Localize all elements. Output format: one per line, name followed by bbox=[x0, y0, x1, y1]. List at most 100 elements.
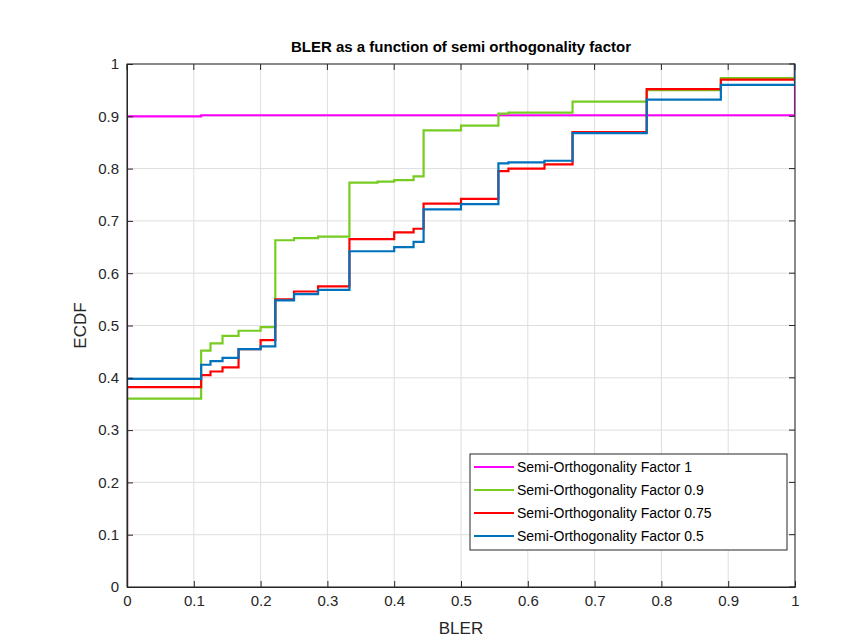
tick-mark bbox=[394, 581, 395, 587]
tick-mark bbox=[127, 482, 133, 483]
tick-label: 0.5 bbox=[451, 592, 472, 609]
tick-mark bbox=[261, 581, 262, 587]
x-axis-title: BLER bbox=[439, 619, 483, 638]
tick-mark-right bbox=[789, 482, 795, 483]
tick: 0.1 bbox=[98, 526, 133, 543]
tick: 0.5 bbox=[451, 581, 472, 609]
tick-mark-right bbox=[789, 64, 795, 65]
tick-label: 0.3 bbox=[98, 421, 119, 438]
tick-label: 1 bbox=[791, 592, 799, 609]
legend-label: Semi-Orthogonality Factor 0.75 bbox=[517, 505, 712, 521]
tick-mark bbox=[528, 581, 529, 587]
tick: 0.9 bbox=[718, 581, 739, 609]
tick-label: 0.6 bbox=[98, 265, 119, 282]
tick-label: 0.7 bbox=[585, 592, 606, 609]
tick-mark bbox=[127, 221, 133, 222]
tick: 0.3 bbox=[98, 421, 133, 438]
legend-label: Semi-Orthogonality Factor 0.5 bbox=[517, 528, 704, 544]
tick: 1 bbox=[111, 55, 133, 72]
tick-label: 0.3 bbox=[317, 592, 338, 609]
tick-mark bbox=[127, 326, 133, 327]
tick-mark-top bbox=[327, 64, 328, 70]
tick-mark-top bbox=[260, 64, 261, 70]
tick-mark bbox=[327, 581, 328, 587]
tick: 0.2 bbox=[251, 581, 272, 609]
grid-line-y bbox=[127, 220, 795, 221]
tick: 0.8 bbox=[651, 581, 672, 609]
tick-label: 0.4 bbox=[384, 592, 405, 609]
tick-mark-right bbox=[789, 430, 795, 431]
tick: 0.2 bbox=[98, 474, 133, 491]
tick-mark bbox=[127, 64, 133, 65]
tick-mark-top bbox=[193, 64, 194, 70]
plot-area bbox=[127, 64, 795, 587]
legend-swatch bbox=[474, 466, 514, 468]
tick-label: 0.8 bbox=[98, 160, 119, 177]
tick: 0.6 bbox=[518, 581, 539, 609]
tick: 0.9 bbox=[98, 108, 133, 125]
tick: 1 bbox=[791, 581, 799, 609]
tick-mark bbox=[194, 581, 195, 587]
tick-mark bbox=[127, 116, 133, 117]
tick: 0.5 bbox=[98, 317, 133, 334]
tick-mark bbox=[461, 581, 462, 587]
legend-swatch bbox=[474, 512, 514, 514]
tick-mark-right bbox=[789, 325, 795, 326]
axis-line bbox=[128, 587, 796, 588]
tick: 0.1 bbox=[184, 581, 205, 609]
chart-svg: 00.10.20.30.40.50.60.70.80.9100.10.20.30… bbox=[0, 0, 862, 644]
tick-mark bbox=[661, 581, 662, 587]
box-ticks bbox=[127, 64, 795, 587]
series-line bbox=[127, 64, 795, 587]
tick-label: 0.9 bbox=[98, 108, 119, 125]
plot-frame bbox=[127, 64, 795, 587]
grid-line-y bbox=[127, 325, 795, 326]
tick-label: 0.2 bbox=[251, 592, 272, 609]
tick-mark bbox=[127, 430, 133, 431]
grid-line-y bbox=[127, 273, 795, 274]
tick-mark-right bbox=[789, 587, 795, 588]
tick-mark bbox=[795, 581, 796, 587]
tick-mark-top bbox=[728, 64, 729, 70]
tick: 0.3 bbox=[317, 581, 338, 609]
tick: 0.6 bbox=[98, 265, 133, 282]
tick-mark-top bbox=[661, 64, 662, 70]
tick: 0 bbox=[111, 578, 133, 595]
grid-line-y bbox=[127, 430, 795, 431]
tick-mark-right bbox=[789, 168, 795, 169]
tick-mark bbox=[127, 587, 133, 588]
legend-swatch bbox=[474, 535, 514, 537]
tick-mark bbox=[127, 273, 133, 274]
tick-label: 0.1 bbox=[98, 526, 119, 543]
legend-swatch bbox=[474, 489, 514, 491]
tick-label: 1 bbox=[111, 55, 119, 72]
grid-line-y bbox=[127, 377, 795, 378]
tick-label: 0.4 bbox=[98, 369, 119, 386]
tick-mark-right bbox=[789, 273, 795, 274]
chart-title: BLER as a function of semi orthogonality… bbox=[291, 38, 631, 55]
y-axis-title: ECDF bbox=[71, 302, 90, 348]
tick-label: 0 bbox=[123, 592, 131, 609]
tick-mark-top bbox=[795, 64, 796, 70]
tick-mark bbox=[127, 169, 133, 170]
tick-label: 0.6 bbox=[518, 592, 539, 609]
tick-mark-right bbox=[789, 220, 795, 221]
x-axis: 0 0.1 0.2 0.3 0.4 0.5 0.6 0.7 0.8 0.9 1 bbox=[123, 581, 799, 609]
tick: 0.7 bbox=[98, 212, 133, 229]
grid-line-y bbox=[127, 168, 795, 169]
series-line bbox=[127, 64, 795, 587]
tick-mark-right bbox=[789, 534, 795, 535]
tick-label: 0.8 bbox=[651, 592, 672, 609]
tick-mark bbox=[127, 535, 133, 536]
tick: 0.4 bbox=[98, 369, 133, 386]
tick-mark-top bbox=[527, 64, 528, 70]
y-axis: 0 0.1 0.2 0.3 0.4 0.5 0.6 0.7 0.8 0.9 1 bbox=[98, 55, 133, 595]
tick-mark-top bbox=[594, 64, 595, 70]
legend-label: Semi-Orthogonality Factor 0.9 bbox=[517, 482, 704, 498]
tick-label: 0 bbox=[111, 578, 119, 595]
series-line bbox=[127, 64, 795, 587]
grid bbox=[127, 64, 795, 587]
legend-label: Semi-Orthogonality Factor 1 bbox=[517, 459, 692, 475]
legend: Semi-Orthogonality Factor 1 Semi-Orthogon… bbox=[470, 454, 787, 550]
tick-label: 0.7 bbox=[98, 212, 119, 229]
